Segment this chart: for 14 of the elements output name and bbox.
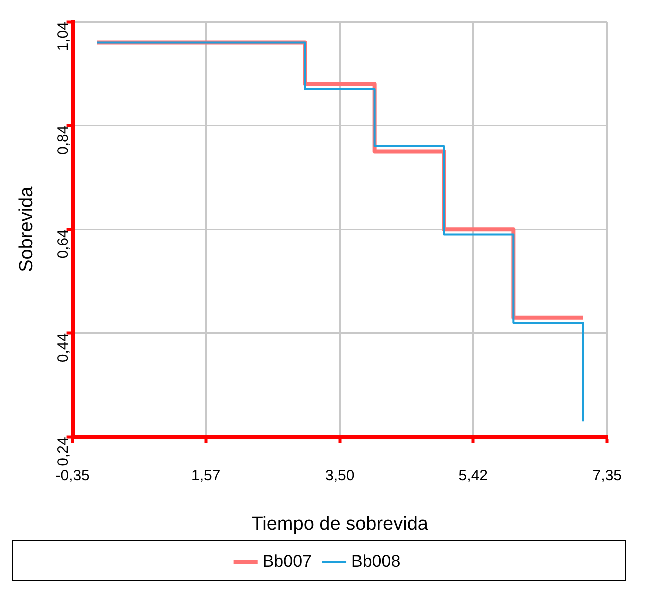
y-tick-label: 0,44 [54, 333, 72, 363]
x-tick-label: -0,35 [56, 467, 90, 484]
x-tick-label: 3,50 [326, 467, 355, 484]
y-tick-label: 0,84 [54, 126, 72, 156]
x-tick-label: 7,35 [592, 467, 622, 484]
legend-label: Bb007 [262, 552, 312, 572]
y-tick-label: 0,24 [54, 437, 72, 466]
x-axis-title: Tiempo de sobrevida [252, 514, 429, 535]
legend-label: Bb008 [352, 552, 401, 572]
y-tick-label: 0,64 [54, 230, 72, 259]
x-tick-label: 5,42 [458, 467, 488, 484]
y-tick-label: 1,04 [54, 22, 72, 52]
y-axis-title: Sobrevida [16, 186, 38, 272]
x-tick-label: 1,57 [192, 467, 221, 484]
